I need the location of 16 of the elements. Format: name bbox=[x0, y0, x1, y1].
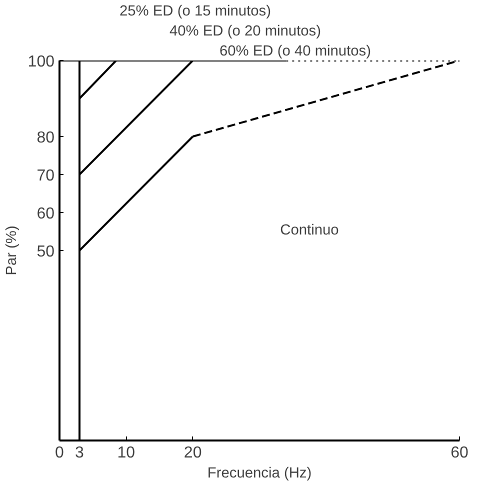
text: 40% ED (o 20 minutos) bbox=[170, 24, 322, 40]
x-tick-label: 3 bbox=[75, 444, 84, 462]
y-axis-title: Par (%) bbox=[4, 226, 20, 276]
y-tick-label: 50 bbox=[36, 244, 55, 260]
x-tick-label: 10 bbox=[117, 444, 136, 462]
x-axis-title: Frecuencia (Hz) bbox=[207, 466, 312, 482]
x-tick-label: 60 bbox=[450, 444, 468, 462]
annotation: Continuo bbox=[280, 222, 339, 238]
y-tick-label: 70 bbox=[36, 168, 55, 184]
x-tick-label: 0 bbox=[55, 444, 64, 462]
y-tick-label: 80 bbox=[36, 130, 55, 146]
text: 60% ED (o 40 minutos) bbox=[220, 44, 372, 60]
y-tick-label: 100 bbox=[28, 54, 55, 70]
text: 25% ED (o 15 minutos) bbox=[120, 4, 272, 20]
x-tick-label: 20 bbox=[184, 444, 202, 462]
y-tick-label: 60 bbox=[36, 206, 55, 222]
